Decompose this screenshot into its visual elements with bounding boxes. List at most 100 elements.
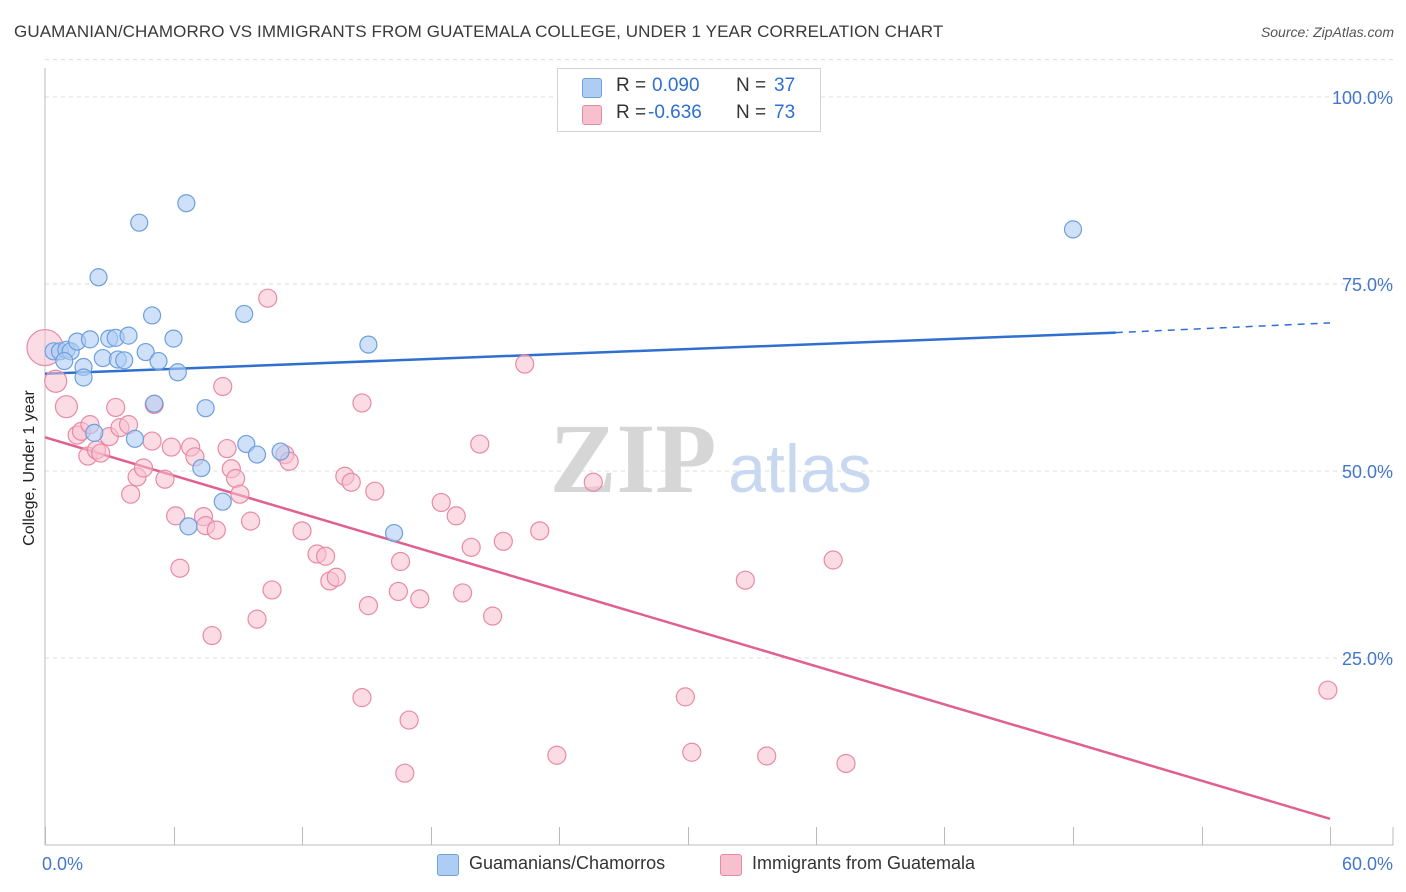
data-point-guatemala [44,369,68,393]
legend-r-value: -0.636 [648,102,702,123]
data-point-guamanian [145,394,164,413]
data-point-guatemala [106,397,126,418]
y-tick-label: 75.0% [1342,275,1393,295]
data-point-guatemala [410,589,430,609]
y-tick-label: 50.0% [1342,462,1393,482]
legend-n-value: 37 [774,75,796,96]
data-point-guatemala [388,581,408,602]
axes [44,68,1394,846]
data-point-guamanian [74,368,93,387]
data-point-guamanian [93,348,112,368]
data-point-guamanian [80,330,100,349]
watermark-zip: ZIP [550,403,717,514]
data-point-guamanian [271,442,290,461]
data-point-guamanian [192,458,211,478]
data-point-guatemala [390,551,411,572]
data-point-guatemala [258,288,278,308]
series-guamanian-points [44,194,1083,543]
data-point-guamanian [196,399,215,418]
data-point-guatemala [757,746,777,766]
gridlines [45,59,1393,659]
data-point-guatemala [155,469,175,489]
data-point-guatemala [352,393,372,413]
data-point-guamanian [89,268,108,287]
data-point-guatemala [675,687,695,707]
data-point-guatemala [583,472,603,492]
data-point-guamanian [115,351,134,370]
data-point-guatemala [735,570,755,590]
legend-n-label: N = [736,75,767,96]
data-point-guatemala [483,606,503,626]
data-point-guatemala [217,438,237,459]
data-point-guatemala [121,484,141,504]
x-tick-label: 60.0% [1342,854,1393,874]
data-point-guamanian [384,523,404,543]
trendlines [44,322,1331,821]
watermark-atlas: atlas [728,431,872,507]
data-point-guamanian [1063,220,1083,239]
data-point-guatemala [358,596,378,616]
data-point-guatemala [213,376,233,397]
legend-n-value: 73 [774,102,796,123]
data-point-guamanian [247,445,267,464]
watermark: ZIP atlas [550,403,872,514]
data-point-guatemala [515,354,535,374]
series-guatemala-points [26,288,1338,783]
data-point-guatemala [453,583,473,603]
data-point-guamanian [359,335,378,354]
data-point-guamanian [142,306,162,325]
data-point-guamanian [136,342,155,362]
data-point-guatemala [161,437,181,457]
trendline-guamanian [44,331,1116,376]
data-point-guatemala [493,531,513,551]
data-point-guatemala [326,567,346,587]
data-point-guatemala [470,434,490,454]
trendline-guamanian-extension [1115,322,1331,334]
data-point-guatemala [352,688,372,708]
tick-labels: 25.0% 50.0% 75.0% 100.0% 0.0% 60.0% [42,88,1393,874]
legend-swatch-blue [582,78,602,98]
data-point-guatemala [836,753,856,774]
y-tick-label: 25.0% [1342,649,1393,669]
data-point-guatemala [461,537,481,557]
data-point-guamanian [213,492,232,511]
data-point-guamanian [168,363,187,382]
data-point-guatemala [1318,680,1338,700]
trendline-guatemala [44,436,1331,821]
correlation-legend: R = 0.090 N = 37 R = -0.636 N = 73 [557,68,821,132]
data-point-guatemala [262,580,282,600]
data-point-guamanian [85,423,104,442]
source-label: Source: ZipAtlas.com [1260,24,1394,40]
y-axis-label: College, Under 1 year [21,390,38,546]
legend-r-label: R = [616,102,647,123]
data-point-guamanian [130,213,149,232]
data-point-guatemala [682,742,702,762]
data-point-guatemala [292,521,312,541]
data-point-guamanian [119,326,138,345]
data-point-guatemala [206,520,226,540]
chart-title: GUAMANIAN/CHAMORRO VS IMMIGRANTS FROM GU… [14,22,944,41]
data-point-guamanian [149,351,168,371]
data-point-guatemala [54,395,79,419]
data-point-guamanian [235,304,254,324]
data-point-guatemala [315,546,336,566]
data-point-guamanian [177,194,196,213]
data-point-guatemala [166,506,186,526]
legend-n-label: N = [736,102,767,123]
bottom-legend-swatch-blue [437,854,459,876]
data-point-guatemala [226,468,246,489]
data-point-guamanian [164,329,183,348]
legend-swatch-pink [582,105,602,125]
data-point-guatemala [431,492,451,513]
legend-r-label: R = [616,75,647,96]
data-point-guatemala [170,558,190,578]
data-point-guamanian [179,517,198,536]
bottom-legend-label: Immigrants from Guatemala [752,853,976,873]
data-point-guatemala [395,763,415,783]
data-point-guatemala [247,609,267,629]
y-tick-label: 100.0% [1332,88,1393,108]
data-point-guatemala [341,472,361,492]
x-tick-label: 0.0% [42,854,83,874]
data-point-guatemala [823,550,843,570]
